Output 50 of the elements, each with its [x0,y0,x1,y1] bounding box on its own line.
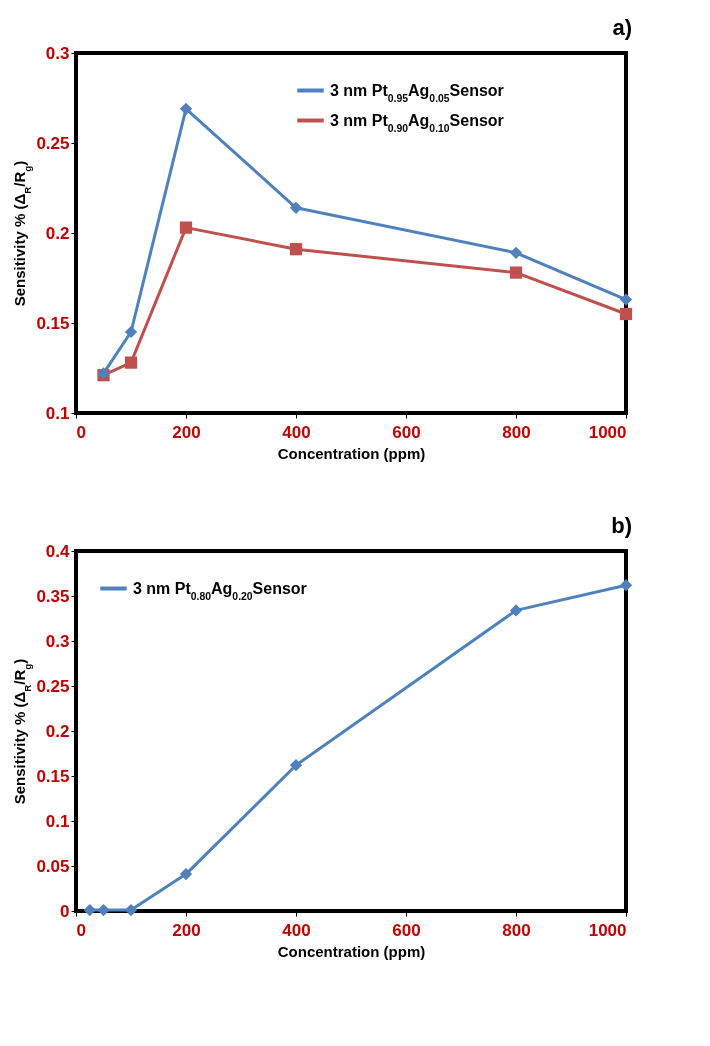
point [289,759,303,772]
x-tick-label: 1000 [588,920,627,940]
point [83,903,96,917]
point [619,293,633,306]
y-tick-label: 0.35 [36,586,70,606]
y-tick-label: 0.3 [45,631,70,651]
x-tick-label: 0 [76,422,86,442]
y-tick-label: 0.1 [45,811,70,831]
point [124,356,138,369]
legend-label: 3 nm Pt$_{0.80}$Ag$_{0.20}$Sensor [133,579,307,601]
y-tick-label: 0.2 [45,721,70,741]
x-tick-label: 600 [392,920,421,940]
point [124,903,138,917]
x-axis-title: Concentration (ppm) [277,444,426,462]
point [509,266,523,279]
y-tick-label: 0.4 [45,541,71,561]
point [619,579,633,592]
point [619,307,633,321]
y-tick-label: 0.25 [36,676,70,696]
x-axis-title: Concentration (ppm) [277,942,426,960]
point [124,325,138,339]
y-tick-label: 0 [60,901,70,921]
y-tick-label: 0.25 [36,133,70,153]
y-tick-label: 0.15 [36,766,70,786]
chart-title: a) [612,15,633,40]
y-tick-label: 0.3 [45,43,70,63]
point [179,102,193,115]
x-tick-label: 800 [502,422,531,442]
point [509,604,523,617]
x-tick-label: 1000 [588,422,627,442]
chart-title: b) [611,513,633,538]
y-tick-label: 0.2 [45,223,70,243]
point [289,243,303,256]
x-tick-label: 0 [76,920,86,940]
legend-label: 3 nm Pt$_{0.95}$Ag$_{0.05}$Sensor [330,81,504,103]
x-tick-label: 800 [502,920,531,940]
y-tick-label: 0.1 [45,403,70,423]
x-tick-label: 400 [282,920,311,940]
y-tick-label: 0.15 [36,313,70,333]
x-tick-label: 200 [172,920,201,940]
point [179,867,193,881]
point [97,903,110,917]
point [179,221,193,234]
legend-label: 3 nm Pt$_{0.90}$Ag$_{0.10}$Sensor [330,111,504,133]
point [289,201,303,214]
x-tick-label: 600 [392,422,421,442]
x-tick-label: 200 [172,422,201,442]
y-tick-label: 0.05 [36,856,70,876]
point [509,246,523,259]
x-tick-label: 400 [282,422,311,442]
